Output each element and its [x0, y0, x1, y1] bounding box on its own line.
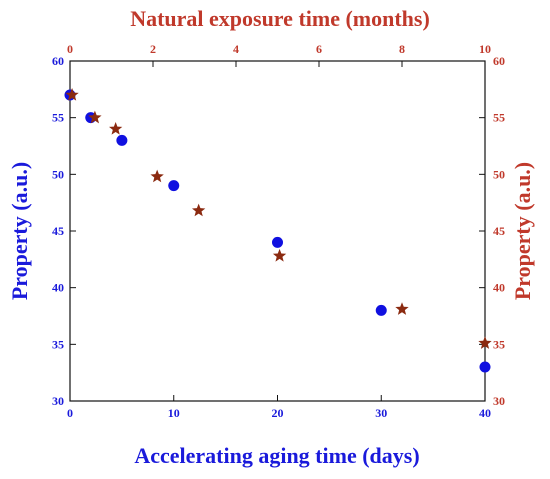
x-tick-label-bottom: 20 [272, 406, 284, 420]
plot-frame [69, 60, 486, 402]
y-tick-label-right: 35 [493, 337, 505, 351]
x-tick-label-top: 10 [479, 42, 491, 56]
y-tick-label-left: 50 [52, 167, 64, 181]
x-axis-title-top: Natural exposure time (months) [130, 6, 430, 31]
y-tick-label-left: 40 [52, 281, 64, 295]
x-axis-title-bottom: Accelerating aging time (days) [134, 443, 419, 468]
y-tick-label-right: 40 [493, 281, 505, 295]
x-ticks-bottom: 0 10 20 30 40 [67, 395, 491, 420]
y-tick-label-left: 60 [52, 54, 64, 68]
x-tick-label-bottom: 10 [168, 406, 180, 420]
y-axis-title-left: Property (a.u.) [7, 162, 32, 300]
y-tick-label-left: 35 [52, 337, 64, 351]
x-tick-label-bottom: 30 [375, 406, 387, 420]
data-point-star [88, 110, 102, 124]
y-tick-label-left: 55 [52, 111, 64, 125]
data-point-star [150, 169, 164, 183]
x-tick-label-bottom: 40 [479, 406, 491, 420]
data-point-star [478, 336, 492, 349]
data-point-circle [375, 304, 387, 316]
x-tick-label-top: 6 [316, 42, 322, 56]
data-marks [64, 88, 492, 373]
x-tick-label-bottom: 0 [67, 406, 73, 420]
data-point-circle [272, 236, 283, 248]
y-tick-label-left: 30 [52, 394, 64, 408]
x-tick-label-top: 2 [150, 42, 156, 56]
data-point-circle [479, 361, 491, 373]
y-ticks-left: 30 35 40 45 50 55 60 [52, 54, 76, 408]
x-tick-label-top: 8 [399, 42, 405, 56]
data-point-star [191, 203, 206, 217]
data-point-star [395, 302, 409, 315]
data-point-star [65, 88, 79, 101]
data-point-circle [168, 180, 180, 192]
y-ticks-right: 30 35 40 45 50 55 60 [479, 54, 505, 408]
data-point-star [272, 248, 287, 262]
y-tick-label-right: 45 [493, 224, 505, 238]
x-tick-label-top: 0 [67, 42, 73, 56]
y-tick-label-right: 55 [493, 111, 505, 125]
y-tick-label-right: 60 [493, 54, 505, 68]
x-ticks-top: 0 2 4 6 8 10 [67, 42, 491, 67]
y-tick-label-right: 50 [493, 167, 505, 181]
x-tick-label-top: 4 [233, 42, 239, 56]
y-tick-label-right: 30 [493, 394, 505, 408]
y-axis-title-right: Property (a.u.) [510, 162, 535, 300]
y-tick-label-left: 45 [52, 224, 64, 238]
data-point-star [108, 122, 123, 135]
data-point-circle [116, 134, 128, 146]
